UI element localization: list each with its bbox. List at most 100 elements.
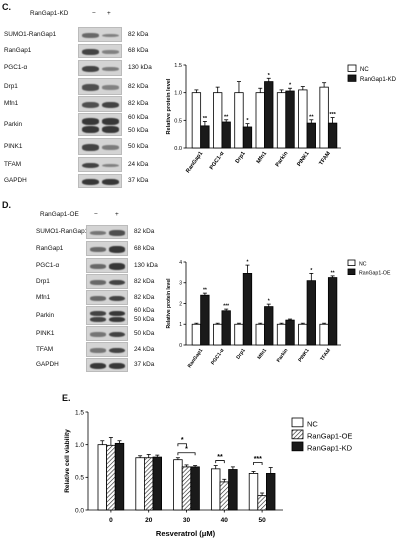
blot-header-minus: − — [94, 211, 98, 218]
bar — [152, 456, 163, 511]
y-tick-label: 4 — [179, 260, 182, 266]
x-tick-label: 30 — [183, 517, 191, 524]
x-tick-label: TFAM — [318, 150, 332, 166]
y-tick-label: 1.0 — [174, 91, 182, 97]
x-tick-label: Mfn1 — [256, 151, 268, 165]
blot-row-label: TFAM — [4, 160, 22, 168]
blot-row-label: SUMO1-RanGap1 — [36, 228, 89, 235]
blot-strip — [78, 96, 122, 112]
blot-strip — [86, 225, 128, 239]
blot-row-label: Mfn1 — [36, 293, 51, 301]
blot-band — [90, 317, 106, 323]
bar — [265, 473, 276, 511]
blot-strip — [86, 326, 128, 341]
blot-band — [109, 230, 125, 236]
blot-strip — [86, 290, 128, 305]
blot-kda-label: 24 kDa — [128, 160, 149, 168]
blot-strip — [86, 358, 128, 372]
bar — [135, 457, 145, 511]
bar — [276, 92, 287, 149]
legend-swatch — [347, 74, 357, 82]
blot-kda-label: 50 kDa — [128, 142, 149, 150]
blot-band — [90, 348, 106, 353]
panel-e-letter: E. — [62, 393, 71, 403]
blot-band — [109, 246, 125, 253]
bar — [327, 277, 338, 346]
blot-row-label: Mfn1 — [4, 100, 19, 107]
bar — [234, 92, 244, 149]
blot-band — [109, 295, 125, 302]
blot-strip — [86, 306, 128, 325]
blot-strip — [78, 174, 122, 188]
blot-band — [102, 145, 119, 150]
bar — [200, 125, 210, 149]
significance-bracket — [215, 460, 225, 464]
x-tick-label: Drp1 — [235, 151, 247, 165]
legend-label: RanGap1-OE — [307, 431, 352, 440]
blot-row-label: PINK1 — [36, 329, 55, 337]
blot-band — [82, 179, 99, 185]
blot-row-label: PGC1-α — [36, 261, 60, 269]
blot-band — [102, 66, 119, 72]
bar — [276, 323, 287, 346]
bar — [298, 89, 308, 149]
blot-strip — [78, 60, 122, 76]
blot-band — [102, 118, 119, 125]
y-axis-label: Relative cell viability — [64, 429, 71, 493]
y-axis-label: Relative protein level — [166, 278, 172, 329]
y-tick-label: 2 — [179, 301, 182, 307]
bar — [213, 323, 223, 346]
significance-label: ** — [217, 454, 223, 461]
blot-band — [102, 85, 119, 90]
blot-band — [109, 279, 125, 286]
significance-bracket — [177, 452, 196, 456]
legend-swatch — [347, 64, 357, 72]
x-tick-label: Parkin — [276, 348, 290, 364]
panel-c-letter: C. — [2, 2, 11, 12]
blot-band — [109, 331, 125, 338]
bar — [248, 473, 259, 511]
bar — [257, 495, 267, 511]
x-tick-label: 20 — [145, 517, 153, 524]
bar — [327, 122, 338, 149]
bar — [114, 442, 125, 511]
bar — [106, 444, 116, 511]
bar — [285, 90, 295, 149]
blot-kda-label: 82 kDa — [134, 293, 155, 301]
blot-band — [90, 332, 106, 337]
bar — [213, 92, 223, 149]
blot-row-label: SUMO1-RanGap1 — [4, 30, 57, 38]
bar — [264, 306, 274, 346]
blot-header-label: RanGap1-KD — [30, 10, 69, 17]
significance-label: ** — [224, 114, 229, 120]
significance-label: * — [289, 83, 292, 89]
blot-band — [109, 316, 125, 323]
legend-label: RanGap1-KD — [307, 443, 353, 452]
significance-label: *** — [223, 304, 229, 310]
y-tick-label: 3 — [179, 281, 182, 287]
blot-row-label: GAPDH — [4, 177, 27, 184]
y-tick-label: 1.5 — [174, 63, 182, 69]
blot-strip — [78, 113, 122, 136]
blot-kda-label: 82 kDa — [128, 100, 149, 107]
blot-row-label: Parkin — [36, 311, 55, 319]
blot-band — [102, 126, 119, 133]
blot-band — [82, 162, 99, 169]
blot-row-label: Parkin — [4, 120, 23, 128]
blot-kda-label: 82 kDa — [128, 30, 149, 38]
blot-strip — [86, 241, 128, 256]
bar — [255, 92, 265, 149]
x-tick-label: Drp1 — [235, 348, 247, 361]
significance-label: * — [246, 118, 249, 124]
blot-row-label: GAPDH — [36, 361, 59, 368]
bar — [298, 323, 308, 346]
y-tick-label: 1.0 — [75, 442, 84, 449]
blot-band — [109, 310, 125, 316]
blot-band — [82, 33, 99, 38]
bar-chart-e: 0.0 0.5 1.0 1.5 Relative cell viability 0 20 30… — [64, 409, 353, 538]
significance-bracket — [177, 443, 187, 447]
x-tick-label: 40 — [221, 517, 229, 524]
y-axis-label: Relative protein level — [166, 78, 172, 134]
legend-swatch — [347, 259, 356, 266]
